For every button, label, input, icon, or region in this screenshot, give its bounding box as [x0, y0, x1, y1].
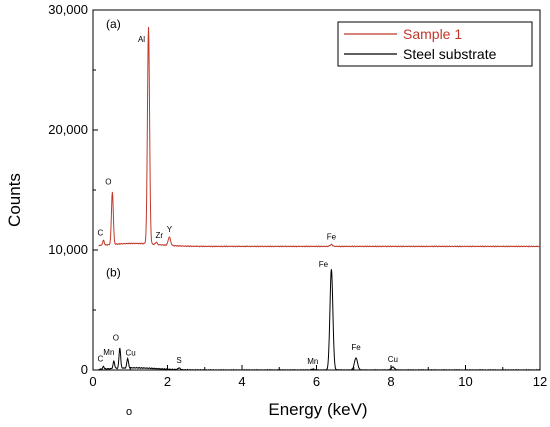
legend-entry-sample-1: Sample 1: [403, 26, 462, 42]
peak-label-s: S: [176, 356, 181, 365]
panel-labels: (a) (b): [106, 17, 121, 279]
y-tick-label: 10,000: [48, 242, 88, 257]
peak-label-mn: Mn: [307, 357, 318, 366]
series-line-sample-1: [98, 26, 540, 248]
panel-label-b: (b): [106, 265, 121, 279]
x-tick-label: 4: [238, 374, 245, 389]
peak-label-cu: Cu: [388, 355, 398, 364]
peak-label-c: C: [98, 355, 104, 364]
peak-label-fe: Fe: [351, 343, 361, 352]
x-tick-label: 10: [458, 374, 472, 389]
x-tick-label: 6: [313, 374, 320, 389]
peak-label-cu: Cu: [126, 348, 136, 357]
y-tick-label: 20,000: [48, 122, 88, 137]
y-axis: 0 10,000 20,000 30,000: [48, 2, 98, 377]
x-tick-label: 12: [533, 374, 547, 389]
y-tick-label: 0: [81, 362, 88, 377]
x-tick-label: 8: [387, 374, 394, 389]
peak-label-fe: Fe: [319, 260, 329, 269]
stray-circle-mark: o: [126, 406, 133, 418]
x-axis: 0 2 4 6 8 10 12: [89, 365, 547, 389]
legend-entry-steel-substrate: Steel substrate: [403, 46, 497, 62]
peak-label-mn: Mn: [103, 348, 114, 357]
peak-label-o: O: [113, 334, 119, 343]
peak-label-al: Al: [138, 35, 145, 44]
peak-label-fe: Fe: [327, 233, 337, 242]
panel-label-a: (a): [106, 17, 121, 31]
peak-label-y: Y: [167, 225, 173, 234]
x-tick-label: 2: [164, 374, 171, 389]
peak-label-c: C: [98, 229, 104, 238]
legend: Sample 1 Steel substrate: [337, 21, 533, 67]
x-axis-title: Energy (keV): [268, 400, 367, 419]
series-line-steel-substrate: [98, 269, 540, 370]
x-tick-label: 0: [89, 374, 96, 389]
y-axis-title: Counts: [5, 173, 24, 227]
legend-box: [337, 21, 533, 67]
y-tick-label: 30,000: [48, 2, 88, 17]
peak-label-zr: Zr: [156, 231, 164, 240]
peak-label-o: O: [105, 178, 111, 187]
series-layer: [98, 26, 540, 370]
